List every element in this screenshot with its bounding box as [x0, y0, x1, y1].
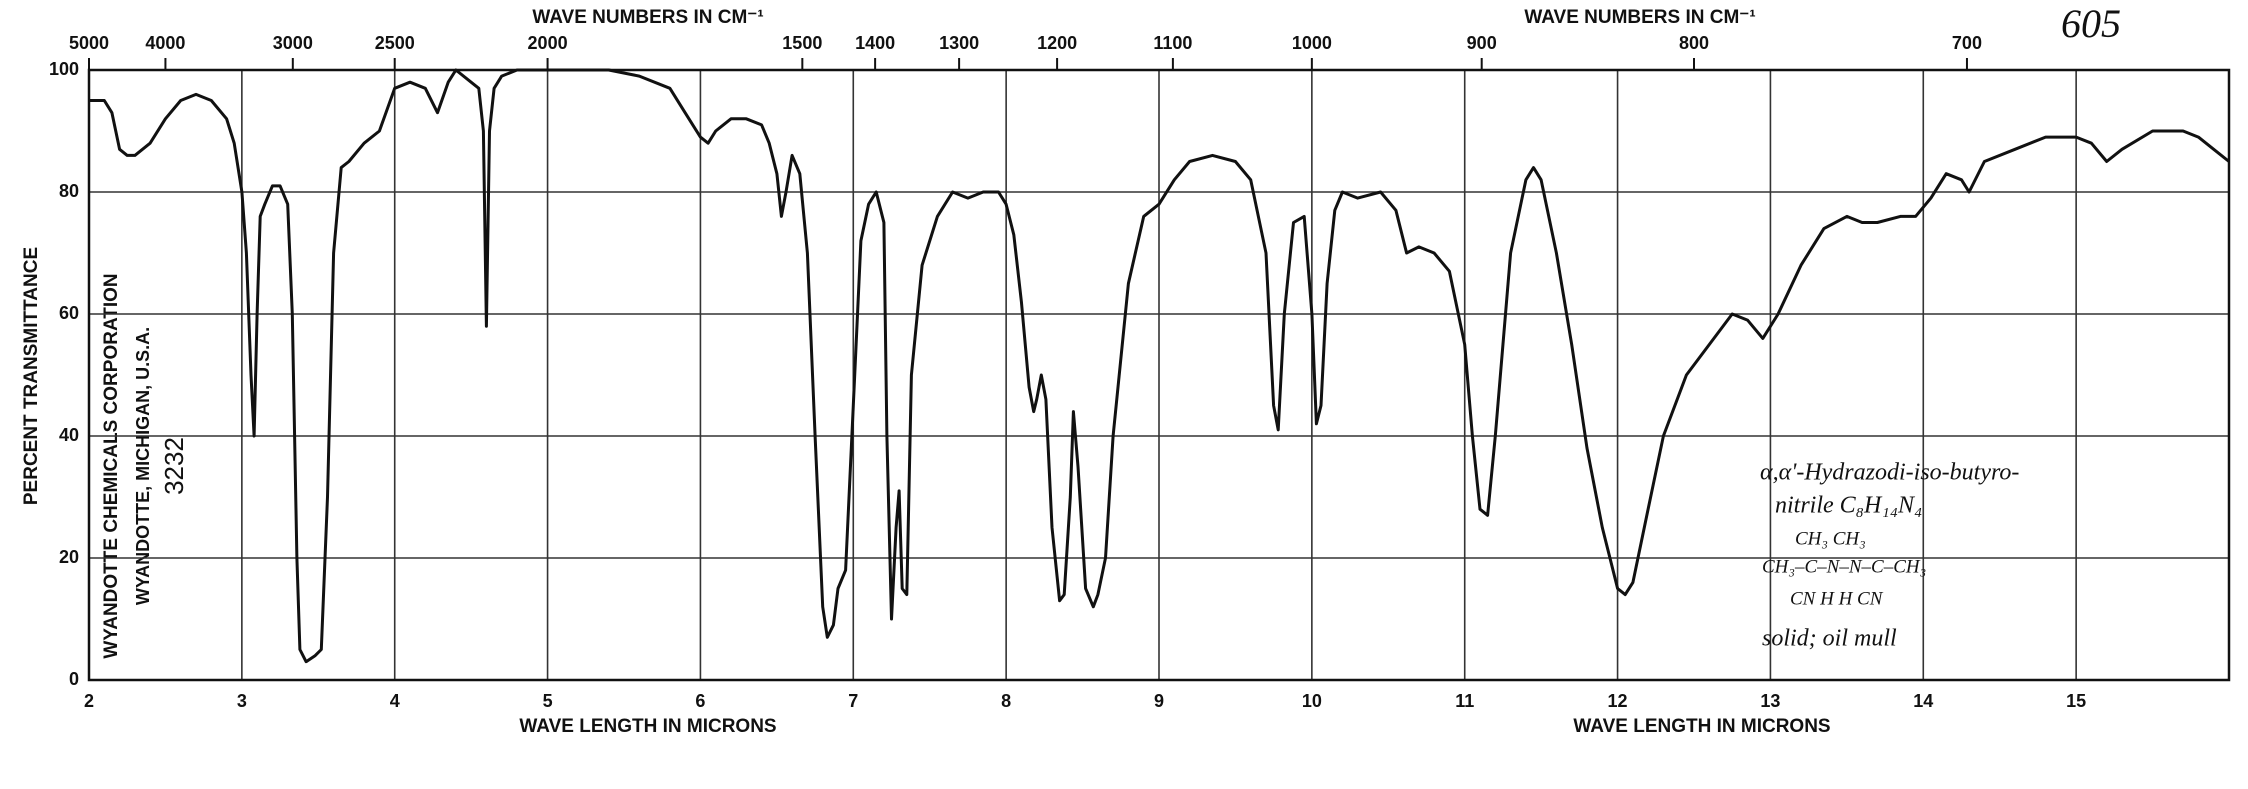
- sheet-number: 605: [2061, 1, 2121, 46]
- x-tick-label: 3: [237, 691, 247, 711]
- top-tick-label: 1000: [1292, 33, 1332, 53]
- y-tick-label: 100: [49, 59, 79, 79]
- bottom-axis-title: WAVE LENGTH IN MICRONS: [519, 716, 776, 737]
- top-tick-label: 2500: [375, 33, 415, 53]
- top-tick-label: 4000: [145, 33, 185, 53]
- y-tick-label: 0: [69, 669, 79, 689]
- x-tick-label: 11: [1455, 691, 1474, 711]
- x-tick-label: 4: [390, 691, 400, 711]
- y-tick-label: 80: [59, 181, 79, 201]
- y-tick-label: 40: [59, 425, 79, 445]
- spectrum-line: [89, 68, 2230, 664]
- spectrum-number: 3232: [159, 437, 189, 495]
- y-axis-title: PERCENT TRANSMITTANCE: [21, 247, 42, 505]
- top-tick-label: 800: [1679, 33, 1709, 53]
- x-tick-label: 9: [1154, 691, 1164, 711]
- compound-annotation: CH₃–C–N–N–C–CH₃: [1762, 556, 1926, 577]
- top-tick-label: 1400: [855, 33, 895, 53]
- top-tick-label: 900: [1467, 33, 1497, 53]
- top-tick-label: 5000: [69, 33, 109, 53]
- top-tick-label: 1100: [1153, 33, 1192, 53]
- top-tick-label: 2000: [528, 33, 568, 53]
- y-tick-label: 60: [59, 303, 79, 323]
- x-tick-label: 10: [1302, 691, 1322, 711]
- top-tick-label: 1500: [782, 33, 822, 53]
- x-tick-label: 8: [1001, 691, 1011, 711]
- x-tick-label: 15: [2066, 691, 2086, 711]
- top-tick-label: 700: [1952, 33, 1982, 53]
- top-axis-title: WAVE NUMBERS IN CM⁻¹: [532, 7, 763, 28]
- x-tick-label: 7: [848, 691, 858, 711]
- x-tick-label: 6: [695, 691, 705, 711]
- bottom-axis-title: WAVE LENGTH IN MICRONS: [1573, 716, 1830, 737]
- compound-annotation: α,α'-Hydrazodi-iso-butyro-: [1760, 460, 2019, 486]
- compound-annotation: CH₃ CH₃: [1795, 528, 1866, 549]
- y-tick-label: 20: [59, 547, 79, 567]
- x-tick-label: 13: [1760, 691, 1780, 711]
- plot-frame: [87, 68, 2231, 682]
- top-tick-label: 1200: [1037, 33, 1077, 53]
- x-tick-label: 2: [84, 691, 94, 711]
- corporation-address: WYANDOTTE, MICHIGAN, U.S.A.: [133, 327, 153, 605]
- x-tick-label: 12: [1608, 691, 1628, 711]
- top-tick-label: 3000: [273, 33, 313, 53]
- x-tick-label: 14: [1913, 691, 1933, 711]
- corporation-name: WYANDOTTE CHEMICALS CORPORATION: [101, 273, 122, 658]
- compound-annotation: CN H H CN: [1790, 588, 1884, 609]
- compound-annotation: solid; oil mull: [1762, 626, 1897, 652]
- x-tick-label: 5: [543, 691, 553, 711]
- compound-annotation: nitrile C₈H₁₄N₄: [1775, 493, 1922, 519]
- top-tick-label: 1300: [939, 33, 979, 53]
- top-axis-title: WAVE NUMBERS IN CM⁻¹: [1524, 7, 1755, 28]
